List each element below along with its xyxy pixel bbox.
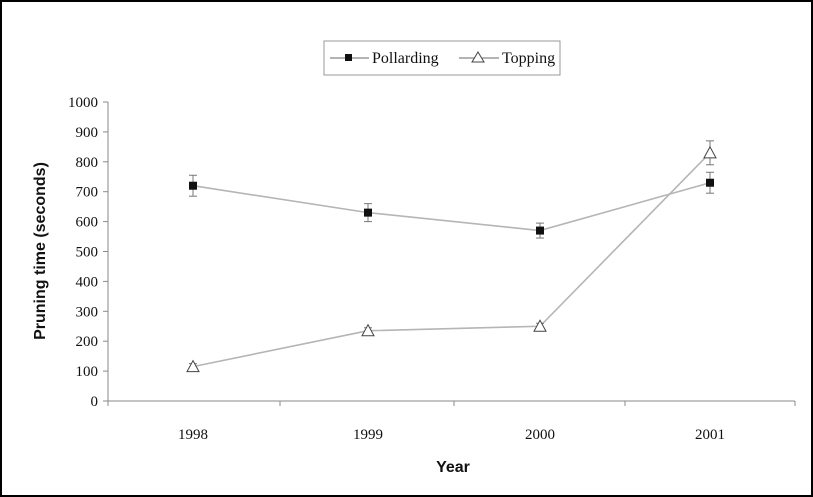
x-tick-label: 2000: [525, 427, 555, 443]
x-axis-title: Year: [436, 459, 470, 476]
legend-label-topping: Topping: [502, 50, 555, 67]
data-point-topping: [703, 145, 717, 159]
y-tick-label: 800: [76, 155, 99, 171]
series-line-topping: [192, 152, 711, 368]
x-ticks: 1998 1999 2000 2001: [107, 401, 796, 443]
data-point-pollarding: [364, 208, 372, 217]
data-point-pollarding: [189, 181, 197, 190]
data-point-pollarding: [536, 226, 544, 235]
y-tick-label: 600: [76, 215, 99, 231]
data-point-topping: [361, 323, 375, 337]
series-layer: [186, 140, 717, 373]
y-axis-title: Pruning time (seconds): [32, 162, 49, 340]
y-tick-label: 400: [76, 274, 99, 290]
y-tick-label: 500: [76, 245, 99, 261]
y-tick-label: 0: [91, 394, 99, 410]
y-tick-label: 300: [76, 304, 99, 320]
y-tick-label: 900: [76, 125, 99, 141]
legend-marker-topping: [471, 51, 485, 63]
x-tick-label: 2001: [695, 427, 725, 443]
x-tick-label: 1998: [178, 427, 208, 443]
data-point-topping: [533, 319, 547, 332]
y-tick-label: 700: [76, 185, 99, 201]
legend-label-pollarding: Pollarding: [372, 50, 439, 67]
series-line-pollarding: [192, 181, 711, 232]
data-point-pollarding: [706, 178, 714, 187]
x-tick-label: 1999: [353, 427, 383, 443]
legend: Pollarding Topping: [323, 40, 561, 76]
y-tick-label: 1000: [68, 95, 98, 111]
data-point-topping: [186, 359, 200, 373]
y-tick-label: 100: [76, 364, 99, 380]
y-ticks: 0 100 200 300 400 500 600 700 800 900 1000: [68, 95, 108, 410]
y-tick-label: 200: [76, 334, 99, 350]
legend-marker-pollarding: [345, 54, 352, 61]
